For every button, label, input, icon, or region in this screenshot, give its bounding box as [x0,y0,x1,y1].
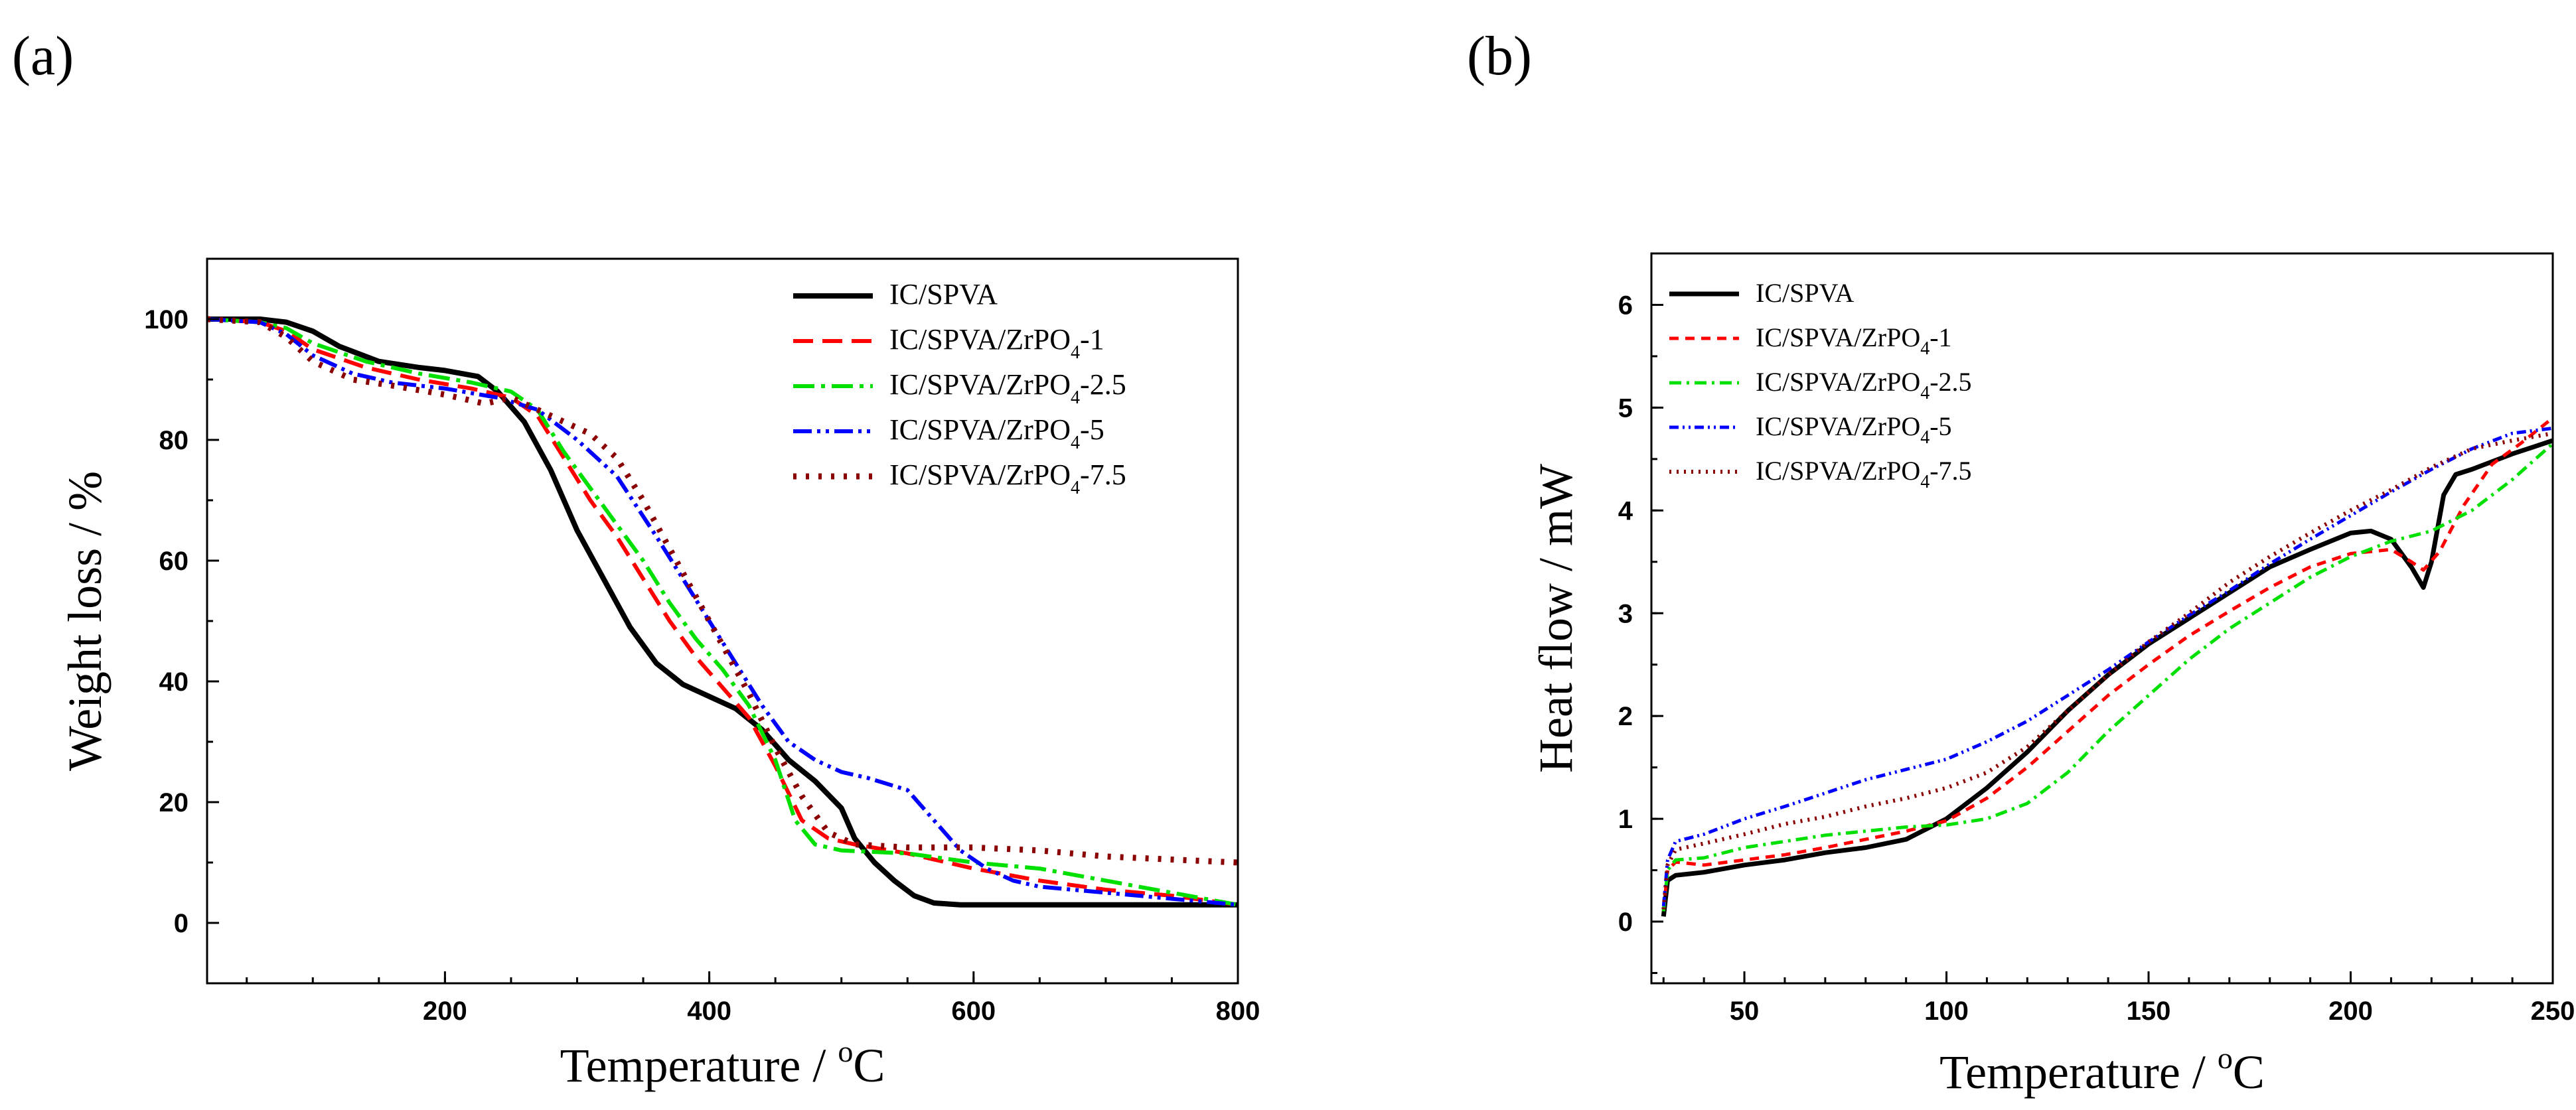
legend-entry-sub: 4 [1920,427,1930,448]
panel-label: (a) [12,25,74,87]
series-line-4 [207,317,1238,907]
legend-entry-main: IC/SPVA/ZrPO [1756,367,1920,397]
x-axis-title: Temperature / oC [1939,1041,2265,1099]
y-tick-label: 2 [1618,702,1633,731]
legend-entry-5: IC/SPVA/ZrPO4-7.5 [1756,456,1972,492]
legend-entry-sub: 4 [1071,387,1080,408]
legend: IC/SPVAIC/SPVA/ZrPO4-1IC/SPVA/ZrPO4-2.5I… [793,278,1126,498]
legend-entry-sub: 4 [1920,338,1930,359]
legend-entry-4: IC/SPVA/ZrPO4-5 [889,413,1104,453]
x-tick-label: 50 [1730,997,1760,1026]
x-tick-label: 400 [687,997,731,1026]
x-axis-title-unit: C [2233,1046,2265,1099]
x-tick-label: 600 [951,997,996,1026]
x-tick-label: 150 [2127,997,2171,1026]
y-tick-label: 6 [1618,291,1633,320]
x-tick-label: 200 [2328,997,2373,1026]
legend-entry-sub: 4 [1071,478,1080,498]
legend-entry-main: IC/SPVA/ZrPO [1756,322,1920,352]
series-line-2 [207,317,1238,907]
legend-entry-tail: -1 [1930,322,1951,352]
y-tick-label: 100 [144,305,189,334]
legend-entry-sub: 4 [1071,433,1080,453]
legend-entry-sub: 4 [1920,472,1930,492]
panel-label: (b) [1467,25,1532,87]
y-axis-title: Weight loss / % [58,471,112,771]
x-tick-label: 800 [1216,997,1260,1026]
y-tick-label: 0 [174,909,189,938]
x-tick-label: 100 [1924,997,1969,1026]
series-line-3 [207,317,1238,907]
legend-entry-2: IC/SPVA/ZrPO4-1 [1756,322,1952,359]
y-tick-label: 1 [1618,805,1633,834]
legend-entry-5: IC/SPVA/ZrPO4-7.5 [889,458,1126,498]
legend-entry-main: IC/SPVA/ZrPO [889,413,1071,446]
legend-entry-main: IC/SPVA/ZrPO [889,458,1071,491]
y-tick-label: 20 [159,788,189,817]
legend-entry-main: IC/SPVA/ZrPO [889,323,1071,356]
legend-entry-tail: -7.5 [1930,456,1971,486]
y-tick-label: 80 [159,426,189,455]
legend-entry-tail: -1 [1080,323,1104,356]
x-tick-label: 200 [423,997,467,1026]
legend-entry-tail: -5 [1930,411,1951,441]
series-line-1 [207,316,1238,908]
y-tick-label: 60 [159,547,189,576]
chart-panel-b: (b) 50 100 150 200 250 0 1 2 3 4 5 6 Temperature / oC… [1467,25,2575,1099]
y-axis-title: Heat flow / mW [1529,464,1582,773]
y-tick-label: 40 [159,667,189,697]
legend-entry-1: IC/SPVA [889,278,998,311]
y-tick-label: 5 [1618,393,1633,423]
series-group [207,316,1238,908]
series-line-3 [1661,442,2553,912]
legend-entry-3: IC/SPVA/ZrPO4-2.5 [889,368,1126,408]
legend-entry-sub: 4 [1071,342,1080,363]
legend-entry-sub: 4 [1920,383,1930,403]
series-line-5 [1661,431,2553,910]
legend-entry-tail: -2.5 [1930,367,1971,397]
x-tick-label: 250 [2531,997,2575,1026]
legend-entry-tail: -2.5 [1080,368,1126,401]
y-tick-label: 3 [1618,599,1633,628]
y-tick-label: 4 [1618,496,1633,525]
chart-panel-a: (a) 200 400 600 800 0 20 40 60 80 100 Temperature /… [12,25,1260,1092]
x-axis-title-text: Temperature / [1939,1046,2218,1099]
x-axis-title: Temperature / oC [560,1034,885,1092]
legend-entry-tail: -5 [1080,413,1104,446]
legend-entry-2: IC/SPVA/ZrPO4-1 [889,323,1104,363]
legend-entry-4: IC/SPVA/ZrPO4-5 [1756,411,1952,448]
legend-entry-main: IC/SPVA/ZrPO [1756,411,1920,441]
legend-entry-main: IC/SPVA [1756,278,1854,308]
x-axis-title-sup: o [838,1034,853,1068]
legend-entry-main: IC/SPVA/ZrPO [889,368,1071,401]
x-axis-title-sup: o [2218,1041,2233,1075]
legend-entry-3: IC/SPVA/ZrPO4-2.5 [1756,367,1972,403]
legend: IC/SPVAIC/SPVA/ZrPO4-1IC/SPVA/ZrPO4-2.5I… [1669,278,1972,492]
legend-entry-main: IC/SPVA/ZrPO [1756,456,1920,486]
series-line-4 [1661,426,2553,907]
plot-frame [1650,252,2554,985]
legend-entry-tail: -7.5 [1080,458,1126,491]
series-line-1 [1661,438,2553,917]
series-line-2 [1661,416,2553,912]
legend-entry-1: IC/SPVA [1756,278,1854,308]
series-group [1661,416,2553,917]
legend-entry-main: IC/SPVA [889,278,998,311]
y-tick-label: 0 [1618,908,1633,937]
x-axis-title-unit: C [853,1039,885,1092]
x-axis-title-text: Temperature / [560,1039,838,1092]
